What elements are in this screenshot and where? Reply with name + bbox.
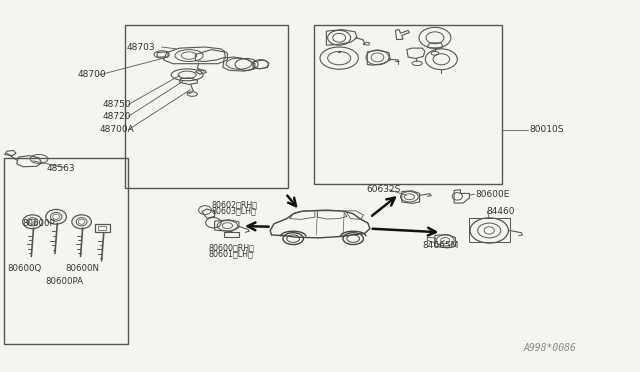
Text: 80602〈RH〉: 80602〈RH〉 — [211, 201, 257, 210]
Text: 80600E: 80600E — [476, 190, 510, 199]
Text: 48700: 48700 — [77, 70, 106, 79]
Text: 48563: 48563 — [47, 164, 76, 173]
Bar — [95, 224, 111, 232]
Bar — [98, 226, 106, 231]
Text: 84665M: 84665M — [422, 241, 458, 250]
Text: 84460: 84460 — [486, 207, 515, 216]
Text: 80600P: 80600P — [22, 219, 55, 228]
Bar — [314, 25, 502, 184]
Text: A998*0086: A998*0086 — [523, 343, 576, 353]
Text: 80010S: 80010S — [529, 125, 564, 134]
Text: 48750: 48750 — [103, 100, 131, 109]
Text: 80600N: 80600N — [65, 264, 99, 273]
Text: 48703: 48703 — [127, 42, 155, 51]
Text: 80600PA: 80600PA — [45, 277, 84, 286]
Text: 80603〈LH〉: 80603〈LH〉 — [211, 207, 256, 216]
Text: 48700A: 48700A — [100, 125, 134, 134]
Text: 80600〈RH〉: 80600〈RH〉 — [208, 244, 254, 253]
Text: 80601〈LH〉: 80601〈LH〉 — [208, 250, 253, 259]
Text: 80600Q: 80600Q — [8, 264, 42, 273]
Bar — [4, 158, 129, 343]
Text: 48720: 48720 — [103, 112, 131, 121]
Bar — [125, 25, 288, 188]
Text: 60632S: 60632S — [366, 185, 401, 194]
